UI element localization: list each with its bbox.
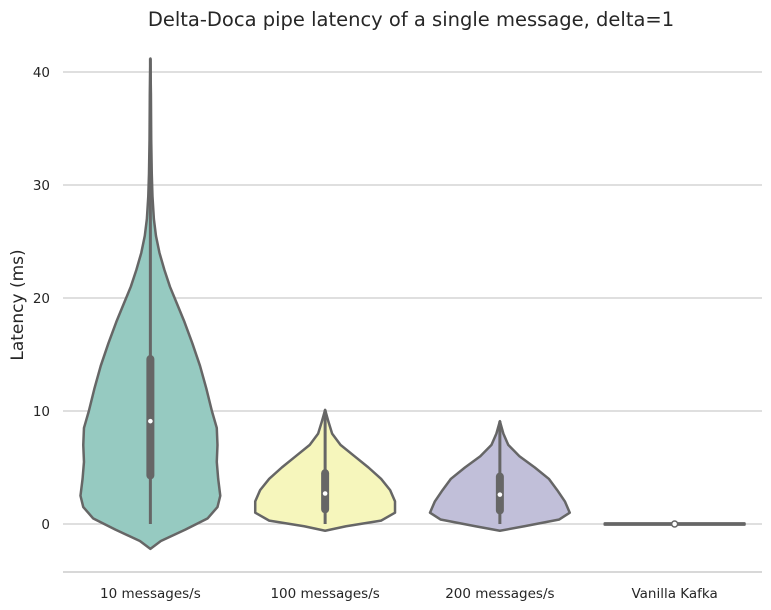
violins [79, 57, 746, 551]
x-tick-label-100-messages-s: 100 messages/s [270, 586, 379, 602]
x-tick-label-10-messages-s: 10 messages/s [100, 586, 201, 602]
median-10-messages-s [148, 418, 153, 424]
chart-title: Delta-Doca pipe latency of a single mess… [148, 8, 674, 31]
y-tick-label-0: 0 [41, 517, 50, 533]
y-tick-label-40: 40 [33, 65, 50, 81]
y-tick-labels: 0 10 20 30 40 [33, 65, 50, 533]
x-tick-label-200-messages-s: 200 messages/s [445, 586, 554, 602]
median-200-messages-s [497, 492, 503, 497]
y-tick-label-30: 30 [33, 178, 50, 194]
x-tick-label-vanilla-kafka: Vanilla Kafka [631, 586, 717, 602]
y-tick-label-10: 10 [33, 404, 50, 420]
y-tick-label-20: 20 [33, 291, 50, 307]
x-tick-labels: 10 messages/s 100 messages/s 200 messages/… [100, 586, 718, 602]
median-100-messages-s [322, 491, 328, 496]
y-axis-label: Latency (ms) [8, 249, 28, 360]
median-vanilla-kafka [670, 520, 679, 528]
